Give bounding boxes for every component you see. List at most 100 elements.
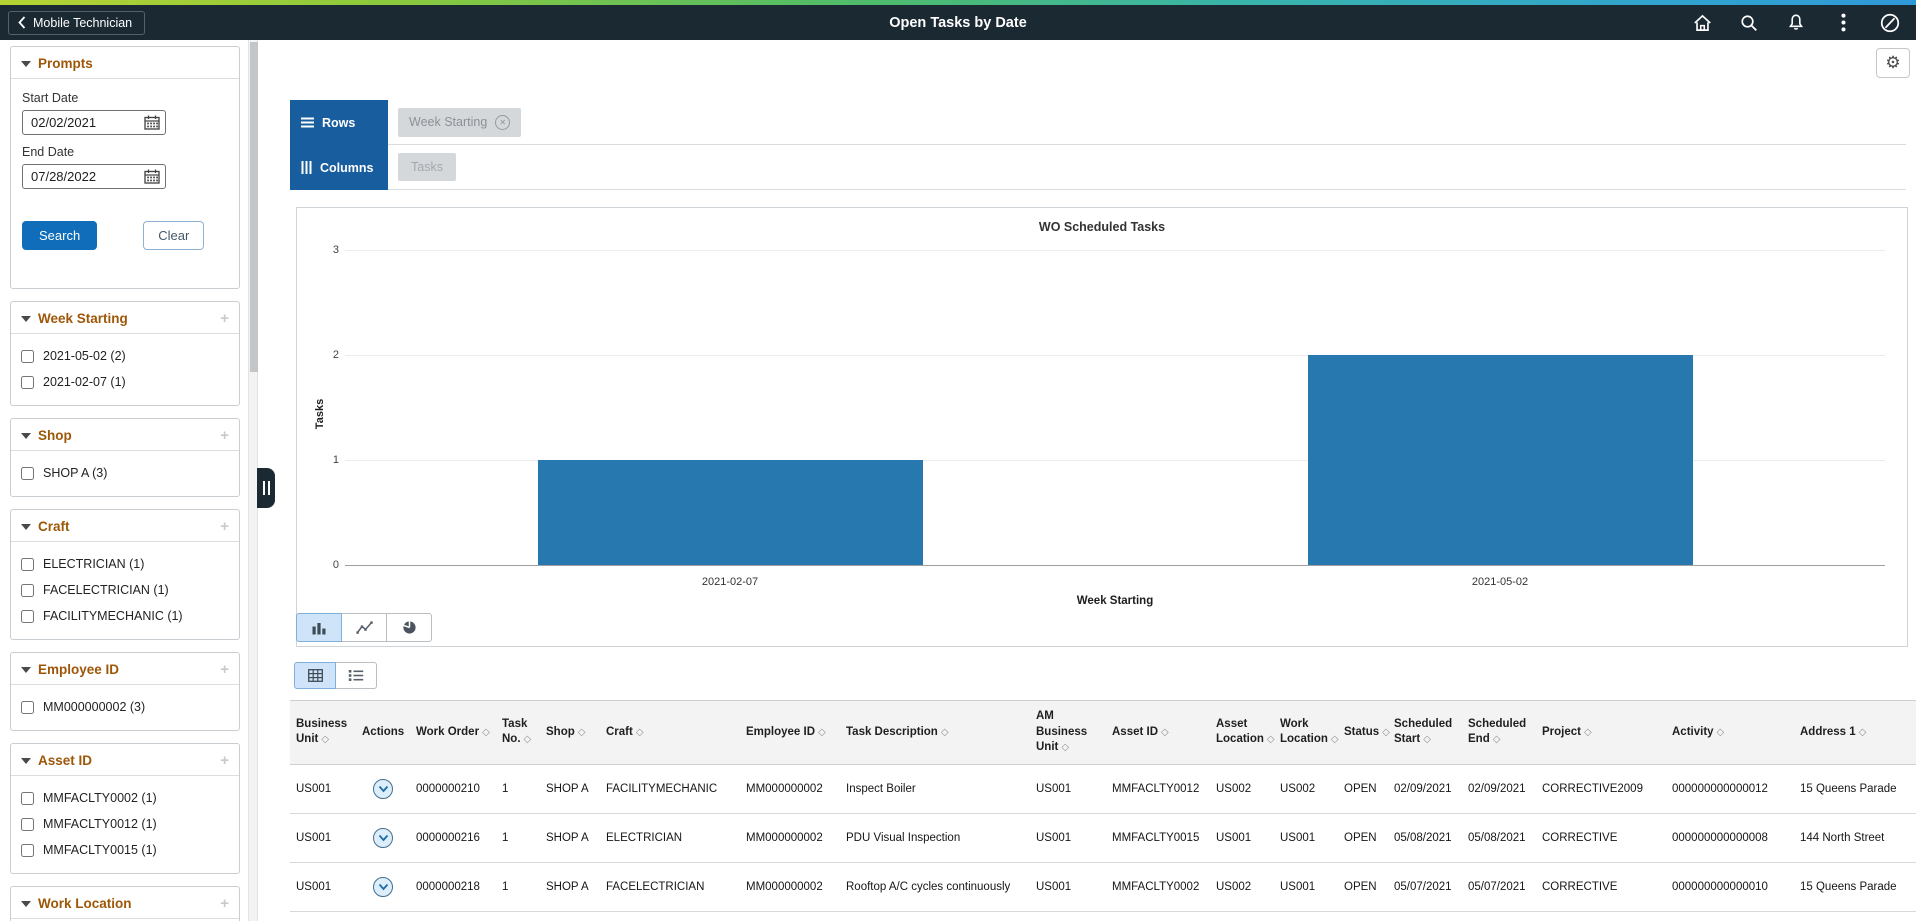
more-actions-button[interactable] (1833, 13, 1853, 33)
sort-icon: ◇ (1382, 726, 1390, 738)
home-button[interactable] (1692, 13, 1712, 33)
cell-craft: FACILITYMECHANIC (600, 764, 740, 814)
cell-employee-id: MM000000002 (740, 764, 840, 814)
navbar-button[interactable] (1880, 13, 1900, 33)
chevron-left-icon (18, 16, 26, 29)
facet-panel-employee-id: Employee ID + MM000000002 (3) (10, 652, 240, 731)
col-header-scheduled-start[interactable]: Scheduled Start ◇ (1388, 700, 1462, 765)
start-date-calendar-button[interactable] (143, 114, 161, 131)
chart-bar[interactable] (537, 460, 923, 565)
col-header-task-no[interactable]: Task No. ◇ (496, 700, 540, 765)
cell-task-description: Rooftop A/C cycles continuously (840, 862, 1030, 912)
facet-drag-icon[interactable]: + (220, 751, 229, 769)
col-header-scheduled-end[interactable]: Scheduled End ◇ (1462, 700, 1536, 765)
cell-am-business-unit: US001 (1030, 862, 1106, 912)
col-header-work-location[interactable]: Work Location ◇ (1274, 700, 1339, 765)
related-actions-button[interactable] (373, 827, 393, 848)
end-date-calendar-button[interactable] (143, 168, 161, 185)
sort-icon: ◇ (635, 726, 644, 738)
facet-header-week-starting[interactable]: Week Starting + (11, 302, 239, 334)
app-header: Mobile Technician Open Tasks by Date (0, 5, 1916, 40)
clear-button[interactable]: Clear (143, 221, 205, 250)
cell-task-description: Inspect Boiler (840, 764, 1030, 814)
facet-checkbox[interactable] (21, 375, 34, 389)
col-header-project[interactable]: Project ◇ (1536, 700, 1666, 765)
cell-address-1: 15 Queens Parade (1794, 764, 1916, 814)
notifications-button[interactable] (1786, 13, 1806, 33)
sidebar-collapse-handle[interactable] (257, 468, 275, 508)
cell-business-unit: US001 (290, 764, 356, 814)
facet-checkbox[interactable] (21, 843, 34, 857)
x-axis-label: Week Starting (1076, 595, 1154, 607)
facet-checkbox[interactable] (21, 791, 34, 805)
col-header-address-1[interactable]: Address 1 ◇ (1794, 700, 1916, 765)
facet-header-asset-id[interactable]: Asset ID + (11, 744, 239, 776)
search-button-prompts[interactable]: Search (22, 221, 98, 250)
cell-scheduled-start: 02/09/2021 (1388, 764, 1462, 814)
start-date-input[interactable] (22, 110, 166, 135)
facet-drag-icon[interactable]: + (220, 517, 229, 535)
col-header-am-business-unit[interactable]: AM Business Unit ◇ (1030, 700, 1106, 765)
col-header-shop[interactable]: Shop ◇ (540, 700, 600, 765)
col-header-task-description[interactable]: Task Description ◇ (840, 700, 1030, 765)
pivot-chip-tasks[interactable]: Tasks (398, 153, 456, 181)
cell-business-unit: US001 (290, 862, 356, 912)
facet-checkbox[interactable] (21, 349, 34, 363)
col-header-craft[interactable]: Craft ◇ (600, 700, 740, 765)
facet-checkbox[interactable] (21, 583, 34, 597)
grid-view-button[interactable] (294, 662, 336, 689)
facet-header-shop[interactable]: Shop + (11, 419, 239, 451)
pivot-chip-week-starting[interactable]: Week Starting ✕ (398, 107, 522, 137)
sidebar-scrollbar-thumb[interactable] (250, 42, 258, 372)
end-date-input[interactable] (22, 164, 166, 189)
facet-checkbox[interactable] (21, 466, 34, 480)
facet-item: MMFACLTY0002 (1) (21, 785, 229, 811)
col-header-status[interactable]: Status ◇ (1338, 700, 1390, 765)
facet-header-craft[interactable]: Craft + (11, 510, 239, 542)
facet-drag-icon[interactable]: + (220, 426, 229, 444)
chip-remove-icon[interactable]: ✕ (495, 114, 511, 130)
pie-chart-button[interactable] (386, 613, 432, 642)
line-chart-button[interactable] (341, 613, 387, 642)
col-header-business-unit[interactable]: Business Unit ◇ (290, 700, 356, 765)
related-actions-button[interactable] (373, 778, 393, 799)
cell-am-business-unit: US001 (1030, 764, 1106, 814)
facet-header-work-location[interactable]: Work Location + (11, 887, 239, 919)
chart-bar[interactable] (1307, 355, 1693, 565)
facet-drag-icon[interactable]: + (220, 894, 229, 912)
back-button[interactable]: Mobile Technician (8, 10, 146, 35)
col-header-asset-location[interactable]: Asset Location ◇ (1210, 700, 1275, 765)
col-header-asset-id[interactable]: Asset ID ◇ (1106, 700, 1210, 765)
sort-icon: ◇ (523, 734, 532, 746)
settings-button[interactable]: ⚙ (1876, 48, 1910, 78)
col-header-actions: Actions (356, 700, 410, 765)
facet-drag-icon[interactable]: + (220, 660, 229, 678)
facet-checkbox[interactable] (21, 609, 34, 623)
pivot-columns-dropzone: Tasks (388, 145, 1906, 190)
col-header-employee-id[interactable]: Employee ID ◇ (740, 700, 840, 765)
facet-checkbox[interactable] (21, 557, 34, 571)
gear-icon: ⚙ (1885, 53, 1901, 72)
list-view-button[interactable] (335, 662, 377, 689)
pivot-columns-label[interactable]: Columns (290, 145, 388, 190)
facet-checkbox[interactable] (21, 700, 34, 714)
cell-shop: SHOP A (540, 764, 600, 814)
facet-drag-icon[interactable]: + (220, 309, 229, 327)
facet-title: Asset ID (38, 753, 93, 768)
cell-work-order: 0000000218 (410, 862, 496, 912)
search-button[interactable] (1739, 13, 1759, 33)
bar-chart-button[interactable] (296, 613, 342, 642)
col-header-activity[interactable]: Activity ◇ (1666, 700, 1794, 765)
related-actions-button[interactable] (373, 876, 393, 897)
sort-icon: ◇ (1161, 726, 1169, 738)
facet-header-employee-id[interactable]: Employee ID + (11, 653, 239, 685)
cell-activity: 000000000000008 (1666, 813, 1794, 863)
cell-employee-id: MM000000002 (740, 862, 840, 912)
pivot-rows-label[interactable]: Rows (290, 100, 388, 145)
cell-task-no: 1 (496, 862, 540, 912)
navbar-compass-icon (1880, 13, 1900, 32)
facet-checkbox[interactable] (21, 817, 34, 831)
prompts-panel-header[interactable]: Prompts (11, 47, 239, 79)
col-header-work-order[interactable]: Work Order ◇ (410, 700, 496, 765)
calendar-icon (144, 169, 160, 184)
